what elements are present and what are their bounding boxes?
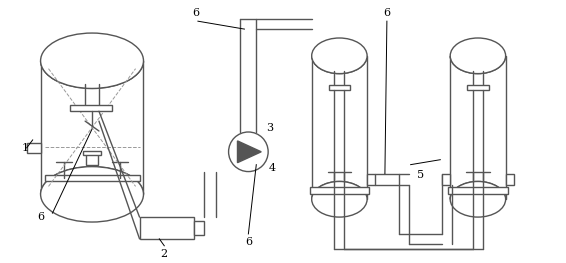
Text: 6: 6 [192, 8, 199, 18]
Bar [367, 174, 375, 185]
Text: 6: 6 [245, 237, 252, 247]
Text: 6: 6 [37, 212, 44, 222]
Bar [442, 174, 450, 185]
Ellipse shape [312, 38, 367, 74]
Ellipse shape [312, 181, 367, 217]
Bar [328, 85, 350, 90]
Ellipse shape [41, 33, 144, 88]
Bar [310, 188, 369, 194]
Text: 1: 1 [21, 143, 28, 153]
Text: 5: 5 [417, 170, 424, 180]
Text: 4: 4 [268, 163, 276, 173]
Text: 2: 2 [161, 249, 168, 259]
Bar [83, 151, 101, 155]
Bar [86, 153, 98, 165]
Ellipse shape [41, 167, 144, 222]
Bar [140, 217, 194, 239]
Bar [467, 85, 489, 90]
Circle shape [229, 132, 268, 171]
Bar [448, 188, 508, 194]
Bar [194, 221, 204, 235]
Bar [70, 105, 112, 111]
Bar [505, 174, 513, 185]
Text: 3: 3 [267, 123, 274, 133]
Ellipse shape [450, 38, 505, 74]
Bar [27, 143, 41, 153]
Text: 6: 6 [383, 8, 391, 18]
Bar [45, 175, 140, 181]
Ellipse shape [450, 181, 505, 217]
Polygon shape [238, 141, 261, 163]
